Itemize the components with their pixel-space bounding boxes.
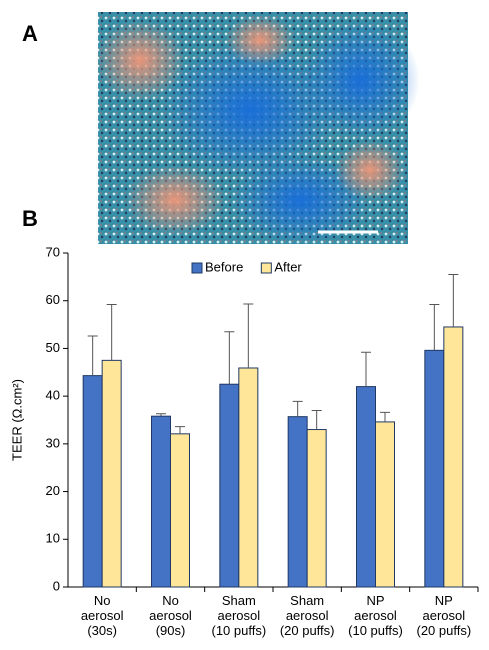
legend-label: Before [205,259,243,274]
error-bar [429,304,440,351]
error-bar [311,409,322,430]
y-axis-label: TEER (Ω.cm²) [9,379,24,461]
error-bar [87,335,98,376]
y-tick-label: 70 [46,244,60,259]
bar [375,421,395,588]
x-tick-label: No aerosol (30s) [80,593,124,638]
bar [443,326,464,588]
bar [101,359,122,588]
error-bar [106,304,117,361]
error-bar [380,411,390,422]
x-tick-label-box: No aerosol (90s) [149,593,192,638]
panel-label: A [22,21,38,46]
y-tick-label: 0 [53,578,60,593]
error-bar [361,351,371,387]
bar [219,383,240,588]
error-bar [448,273,459,327]
y-tick-label: 20 [46,483,60,498]
x-tick-label: Sham aerosol (20 puffs) [279,593,335,638]
bar [82,375,103,588]
bar [424,349,445,588]
error-bar [156,413,166,417]
x-tick-label: Sham aerosol (10 puffs) [211,593,267,638]
error-bar [292,400,303,417]
x-tick-label-box: No aerosol (30s) [80,593,124,638]
error-bar [243,303,254,368]
x-tick-label-box: Sham aerosol (20 puffs) [279,593,335,638]
bar [238,367,259,588]
bar [356,386,376,588]
bar [287,416,308,588]
x-tick-label: No aerosol (90s) [149,593,192,638]
y-tick-label: 40 [46,388,60,403]
y-tick-label: 30 [46,435,60,450]
error-bar [224,331,235,385]
x-tick-label: NP aerosol (20 puffs) [416,593,472,638]
legend-swatch [260,262,272,274]
bar [170,433,190,588]
x-tick-label-box: Sham aerosol (10 puffs) [211,593,267,638]
x-tick-label: NP aerosol (10 puffs) [348,593,403,638]
legend-label: After [274,259,302,274]
panel-label: B [22,206,38,231]
y-tick-label: 50 [46,340,60,355]
bar [151,415,171,588]
error-bar [175,426,185,434]
x-tick-label-box: NP aerosol (20 puffs) [416,593,472,638]
y-tick-label: 60 [46,292,60,307]
x-tick-label-box: NP aerosol (10 puffs) [348,593,403,638]
micrograph [95,12,420,245]
bar [306,429,327,588]
legend-swatch [191,262,203,274]
y-tick-label: 10 [46,531,60,546]
